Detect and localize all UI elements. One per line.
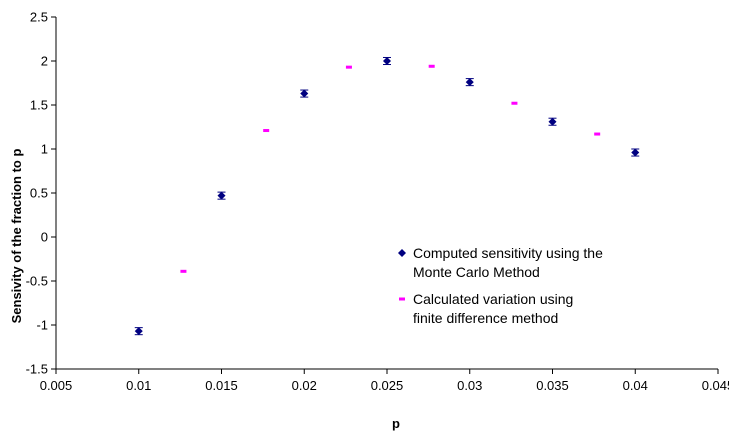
data-point	[263, 129, 270, 133]
legend-marker	[399, 297, 405, 301]
y-tick-label: 2.5	[30, 10, 48, 25]
data-point	[548, 117, 557, 126]
y-axis-ticks: 2.5 2 1.5 1 0.5 0 -0.5 -1 -1.5	[26, 10, 56, 377]
data-point	[217, 191, 226, 200]
y-tick-label: 0.5	[30, 186, 48, 201]
legend-marker	[398, 249, 406, 257]
y-tick-label: 1.5	[30, 98, 48, 113]
x-tick-label: 0.005	[40, 378, 73, 393]
data-point	[345, 65, 352, 69]
x-tick-label: 0.025	[371, 378, 404, 393]
legend-label: finite difference method	[413, 310, 558, 326]
data-point	[300, 89, 309, 98]
data-point	[594, 132, 601, 136]
x-axis-ticks: 0.005 0.01 0.015 0.02 0.025 0.03 0.035 0.04 0.04…	[40, 369, 729, 393]
legend-label: Monte Carlo Method	[413, 264, 540, 280]
data-point	[428, 64, 435, 68]
x-tick-label: 0.04	[623, 378, 648, 393]
y-tick-label: -0.5	[26, 274, 48, 289]
data-point	[134, 327, 143, 336]
plot-marks	[134, 56, 640, 336]
legend: Computed sensitivity using the Monte Carl…	[398, 245, 603, 326]
data-point	[383, 57, 391, 65]
y-tick-label: 0	[41, 230, 48, 245]
data-point	[511, 101, 518, 105]
x-tick-label: 0.03	[457, 378, 482, 393]
series-1	[134, 56, 640, 336]
legend-label: Computed sensitivity using the	[413, 245, 603, 261]
series-2	[180, 64, 601, 273]
y-tick-label: -1	[36, 318, 48, 333]
x-tick-label: 0.015	[205, 378, 238, 393]
x-axis-title: p	[392, 416, 400, 431]
y-tick-label: 2	[41, 54, 48, 69]
data-point	[465, 78, 474, 87]
y-tick-label: -1.5	[26, 362, 48, 377]
data-point	[180, 269, 187, 273]
legend-label: Calculated variation using	[413, 291, 573, 307]
x-tick-label: 0.045	[702, 378, 729, 393]
x-tick-label: 0.01	[126, 378, 151, 393]
y-tick-label: 1	[41, 142, 48, 157]
y-axis-title: Sensivity of the fraction to p	[9, 149, 24, 324]
data-point	[631, 148, 640, 157]
x-tick-label: 0.02	[292, 378, 317, 393]
x-tick-label: 0.035	[536, 378, 569, 393]
